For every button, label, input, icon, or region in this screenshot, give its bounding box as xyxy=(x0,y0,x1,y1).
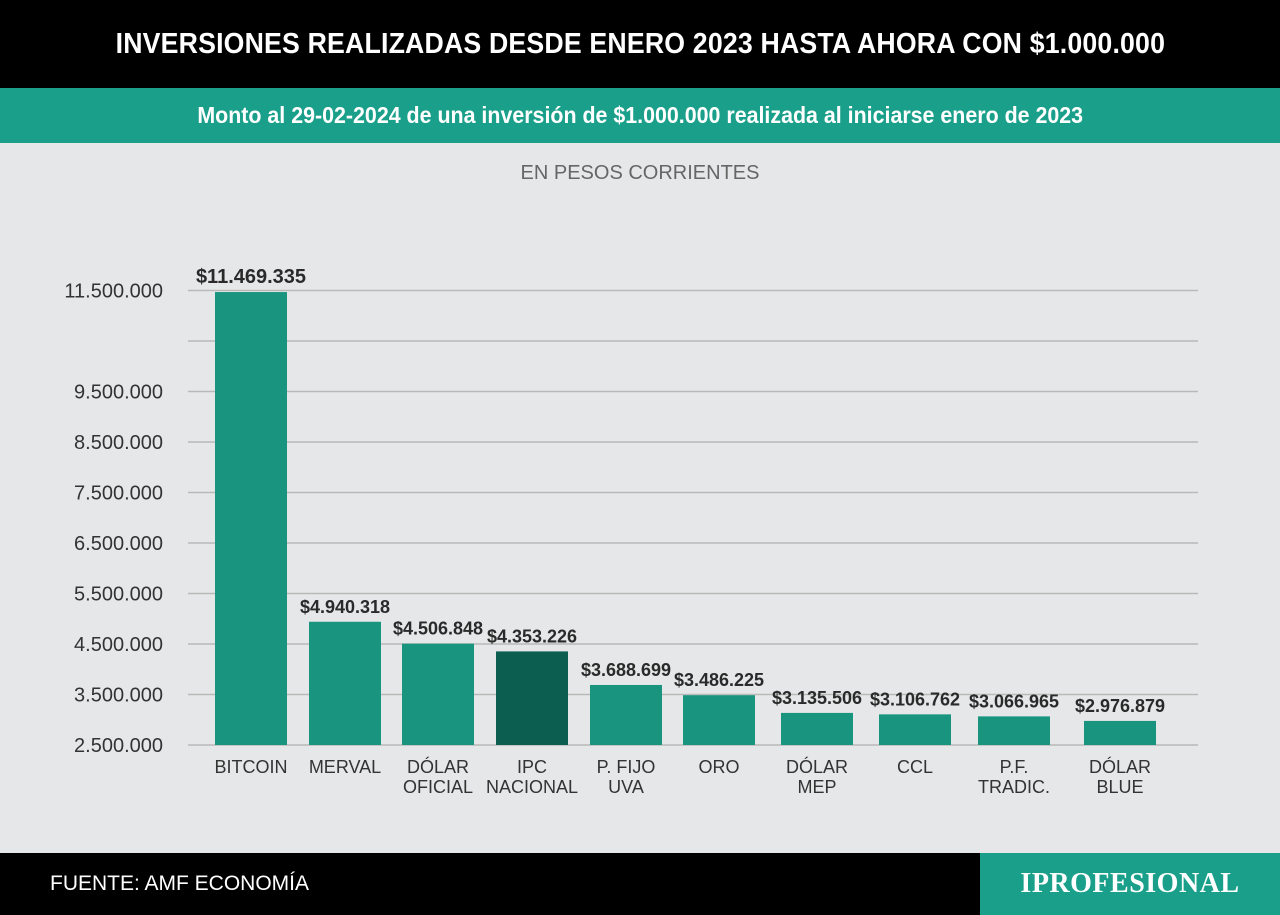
y-tick-label: 9.500.000 xyxy=(74,382,163,404)
y-tick-label: 7.500.000 xyxy=(74,483,163,505)
chart-title: INVERSIONES REALIZADAS DESDE ENERO 2023 … xyxy=(115,27,1165,60)
category-label: DÓLAR xyxy=(407,756,469,777)
bar xyxy=(496,651,568,745)
bar xyxy=(590,684,662,745)
y-tick-label: 2.500.000 xyxy=(74,735,163,757)
value-label: $2.976.879 xyxy=(1075,696,1165,716)
category-label: DÓLAR xyxy=(1089,756,1151,777)
chart-subtitle: Monto al 29-02-2024 de una inversión de … xyxy=(197,102,1083,128)
category-label: BITCOIN xyxy=(214,757,287,777)
chart-title-bar: INVERSIONES REALIZADAS DESDE ENERO 2023 … xyxy=(0,0,1280,88)
bar xyxy=(402,643,474,745)
value-label: $3.688.699 xyxy=(581,660,671,680)
bar-chart-svg: EN PESOS CORRIENTES 2.500.000 3.500.000 4.… xyxy=(64,162,1198,797)
category-label: BLUE xyxy=(1096,777,1143,797)
category-label: P. FIJO xyxy=(597,757,656,777)
chart-unit-label: EN PESOS CORRIENTES xyxy=(521,162,760,184)
bar xyxy=(215,292,287,745)
y-tick-label: 8.500.000 xyxy=(74,432,163,454)
bars xyxy=(215,292,1156,745)
chart-subtitle-bar: Monto al 29-02-2024 de una inversión de … xyxy=(0,88,1280,143)
value-labels: $11.469.335 $4.940.318$4.506.848 $4.353.22… xyxy=(196,266,1165,716)
category-label: P.F. xyxy=(1000,757,1029,777)
bar xyxy=(978,716,1050,745)
category-label: NACIONAL xyxy=(486,777,578,797)
value-label: $4.353.226 xyxy=(487,626,577,646)
category-label: IPC xyxy=(517,757,547,777)
source-note: FUENTE: AMF ECONOMÍA xyxy=(50,872,310,895)
y-tick-label: 11.500.000 xyxy=(64,281,163,303)
value-label: $4.940.318 xyxy=(300,597,390,617)
value-label: $3.135.506 xyxy=(772,688,862,708)
category-label: CCL xyxy=(897,757,933,777)
category-label: MEP xyxy=(797,777,836,797)
bar xyxy=(781,712,853,745)
category-label: UVA xyxy=(608,777,644,797)
category-label: OFICIAL xyxy=(403,777,473,797)
bar xyxy=(1084,720,1156,745)
brand-logo: IPROFESIONAL xyxy=(980,853,1280,915)
y-tick-label: 3.500.000 xyxy=(74,685,163,707)
category-label: TRADIC. xyxy=(978,777,1050,797)
y-tick-label: 6.500.000 xyxy=(74,533,163,555)
y-axis-ticks: 2.500.000 3.500.000 4.500.000 5.500.000 6.50… xyxy=(64,281,163,758)
bar xyxy=(683,695,755,745)
category-label: DÓLAR xyxy=(786,756,848,777)
bar-chart: EN PESOS CORRIENTES 2.500.000 3.500.000 4.… xyxy=(0,143,1280,853)
category-label: MERVAL xyxy=(309,757,381,777)
y-tick-label: 5.500.000 xyxy=(74,584,163,606)
value-label: $11.469.335 xyxy=(196,266,306,288)
bar xyxy=(879,714,951,745)
value-label: $3.066.965 xyxy=(969,691,1059,711)
bar xyxy=(309,621,381,745)
value-label: $4.506.848 xyxy=(393,619,483,639)
value-label: $3.106.762 xyxy=(870,689,960,709)
value-label: $3.486.225 xyxy=(674,670,764,690)
footer: FUENTE: AMF ECONOMÍA IPROFESIONAL xyxy=(0,853,1280,915)
category-label: ORO xyxy=(698,757,739,777)
y-tick-label: 4.500.000 xyxy=(74,634,163,656)
